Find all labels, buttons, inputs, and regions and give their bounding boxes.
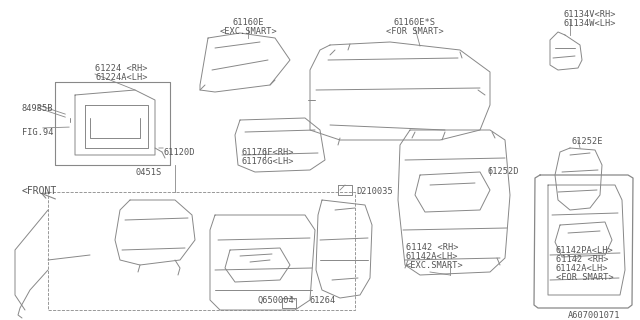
Text: 61224 <RH>: 61224 <RH> [95,64,147,73]
Text: Q650004: Q650004 [258,296,295,305]
Text: 61176F<RH>: 61176F<RH> [242,148,294,157]
Text: 61142 <RH>: 61142 <RH> [556,255,609,264]
Text: 61252D: 61252D [488,167,520,176]
Text: A607001071: A607001071 [568,311,620,320]
Text: 61160E*S: 61160E*S [394,18,436,27]
Text: 61142A<LH>: 61142A<LH> [556,264,609,273]
Text: FIG.94: FIG.94 [22,128,54,137]
Text: 61160E: 61160E [232,18,264,27]
Text: 84985B: 84985B [22,104,54,113]
Text: 61142 <RH>: 61142 <RH> [406,243,458,252]
Text: 0451S: 0451S [135,168,161,177]
Text: 61252E: 61252E [572,137,604,146]
Text: 61142A<LH>: 61142A<LH> [406,252,458,261]
Text: 61264: 61264 [310,296,336,305]
Text: <EXC.SMART>: <EXC.SMART> [219,27,277,36]
Text: 61120D: 61120D [164,148,195,157]
Text: <EXC.SMART>: <EXC.SMART> [406,261,464,270]
Text: <FOR SMART>: <FOR SMART> [386,27,444,36]
Text: 61134V<RH>: 61134V<RH> [564,10,616,19]
Text: 61176G<LH>: 61176G<LH> [242,157,294,166]
Text: D210035: D210035 [356,187,393,196]
Text: 61142PA<LH>: 61142PA<LH> [556,246,614,255]
Text: 61224A<LH>: 61224A<LH> [95,73,147,82]
Text: <FRONT: <FRONT [22,186,57,196]
Text: 61134W<LH>: 61134W<LH> [564,19,616,28]
Text: <FOR SMART>: <FOR SMART> [556,273,614,282]
